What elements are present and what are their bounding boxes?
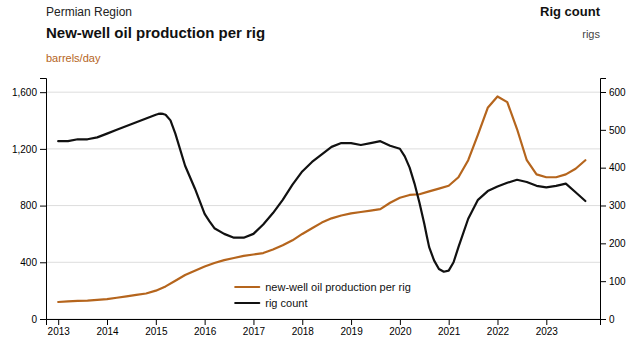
tick: 500 xyxy=(600,125,626,136)
tick-label: 2018 xyxy=(292,326,315,337)
tick-mark xyxy=(351,319,352,325)
series-line xyxy=(58,96,585,302)
tick: 2013 xyxy=(48,319,71,337)
tick-label: 2021 xyxy=(438,326,461,337)
tick-mark xyxy=(449,319,450,325)
y-axis: 0 400 800 1,200 1,600 xyxy=(12,79,47,325)
tick-mark xyxy=(600,92,606,93)
tick: 200 xyxy=(600,238,626,249)
grid xyxy=(46,92,600,319)
tick-mark xyxy=(600,168,606,169)
grid-line xyxy=(46,205,600,206)
tick-mark xyxy=(600,319,606,320)
tick-mark xyxy=(58,319,59,325)
chart: Permian Region New-well oil production pe… xyxy=(0,0,640,345)
tick: 2019 xyxy=(340,319,363,337)
header: Permian Region New-well oil production pe… xyxy=(46,4,601,64)
tick-mark xyxy=(205,319,206,325)
grid-line xyxy=(46,92,600,93)
tick-label: 600 xyxy=(609,87,626,98)
axis-line xyxy=(40,79,47,320)
lines xyxy=(58,96,585,302)
tick-label: 2013 xyxy=(48,326,71,337)
tick: 2014 xyxy=(96,319,119,337)
y2-axis-label: rigs xyxy=(582,28,600,40)
tick-label: 400 xyxy=(20,257,37,268)
plot: 2013 2014 2015 2016 2017 2018 2019 2020 2021 2022… xyxy=(12,79,626,338)
tick-mark xyxy=(156,319,157,325)
tick: 400 xyxy=(20,257,46,268)
tick-label: 400 xyxy=(609,162,626,173)
tick-label: 2022 xyxy=(487,326,510,337)
tick: 400 xyxy=(600,162,626,173)
legend-label: new-well oil production per rig xyxy=(265,281,411,293)
tick: 2020 xyxy=(389,319,412,337)
tick-mark xyxy=(40,149,46,150)
tick-mark xyxy=(600,243,606,244)
grid-line xyxy=(46,262,600,263)
tick-label: 2017 xyxy=(243,326,266,337)
tick-mark xyxy=(40,206,46,207)
tick-label: 2020 xyxy=(389,326,412,337)
legend-swatch xyxy=(235,286,259,288)
tick-label: 2023 xyxy=(536,326,559,337)
tick: 2017 xyxy=(243,319,266,337)
tick-mark xyxy=(600,205,606,206)
tick: 2022 xyxy=(487,319,510,337)
tick-label: 100 xyxy=(609,276,626,287)
tick-label: 0 xyxy=(609,314,615,325)
tick-mark xyxy=(546,319,547,325)
tick: 600 xyxy=(600,87,626,98)
subtitle: Permian Region xyxy=(46,5,132,19)
legend-label: rig count xyxy=(265,297,307,309)
legend: new-well oil production per rig rig count xyxy=(231,277,415,313)
tick-label: 1,600 xyxy=(12,87,37,98)
tick: 2021 xyxy=(438,319,461,337)
legend-background xyxy=(231,277,415,313)
tick-label: 2016 xyxy=(194,326,217,337)
tick: 1,200 xyxy=(12,144,46,155)
tick-label: 2014 xyxy=(96,326,119,337)
series-line xyxy=(58,114,585,272)
tick-label: 0 xyxy=(31,314,37,325)
tick: 2016 xyxy=(194,319,217,337)
axis-line xyxy=(47,320,601,326)
tick: 800 xyxy=(20,200,46,211)
tick-label: 300 xyxy=(609,200,626,211)
tick-mark xyxy=(497,319,498,325)
tick: 100 xyxy=(600,276,626,287)
tick-label: 200 xyxy=(609,238,626,249)
tick: 2015 xyxy=(145,319,168,337)
tick: 0 xyxy=(31,314,46,325)
tick: 1,600 xyxy=(12,87,46,98)
title: New-well oil production per rig xyxy=(46,24,265,41)
tick: 2018 xyxy=(292,319,315,337)
tick-mark xyxy=(302,319,303,325)
legend-item: new-well oil production per rig xyxy=(235,281,411,293)
tick-mark xyxy=(107,319,108,325)
y2-axis: 0 100 200 300 400 500 600 xyxy=(600,79,626,325)
tick-mark xyxy=(253,319,254,325)
tick: 2023 xyxy=(536,319,559,337)
legend-item: rig count xyxy=(235,297,307,309)
tick-mark xyxy=(600,130,606,131)
tick-mark xyxy=(40,262,46,263)
tick-label: 800 xyxy=(20,200,37,211)
tick-label: 2015 xyxy=(145,326,168,337)
tick: 300 xyxy=(600,200,626,211)
tick: 0 xyxy=(600,314,615,325)
y-axis-label: barrels/day xyxy=(46,52,101,64)
tick-mark xyxy=(40,92,46,93)
axis-line xyxy=(601,79,607,320)
tick-mark xyxy=(400,319,401,325)
tick-mark xyxy=(40,319,46,320)
tick-mark xyxy=(600,281,606,282)
legend-swatch xyxy=(235,302,259,304)
x-axis: 2013 2014 2015 2016 2017 2018 2019 2020 2021 2022… xyxy=(47,319,601,337)
y2-axis-title: Rig count xyxy=(540,4,601,19)
grid-line xyxy=(46,148,600,149)
tick-label: 500 xyxy=(609,125,626,136)
tick-label: 2019 xyxy=(340,326,363,337)
tick-label: 1,200 xyxy=(12,144,37,155)
